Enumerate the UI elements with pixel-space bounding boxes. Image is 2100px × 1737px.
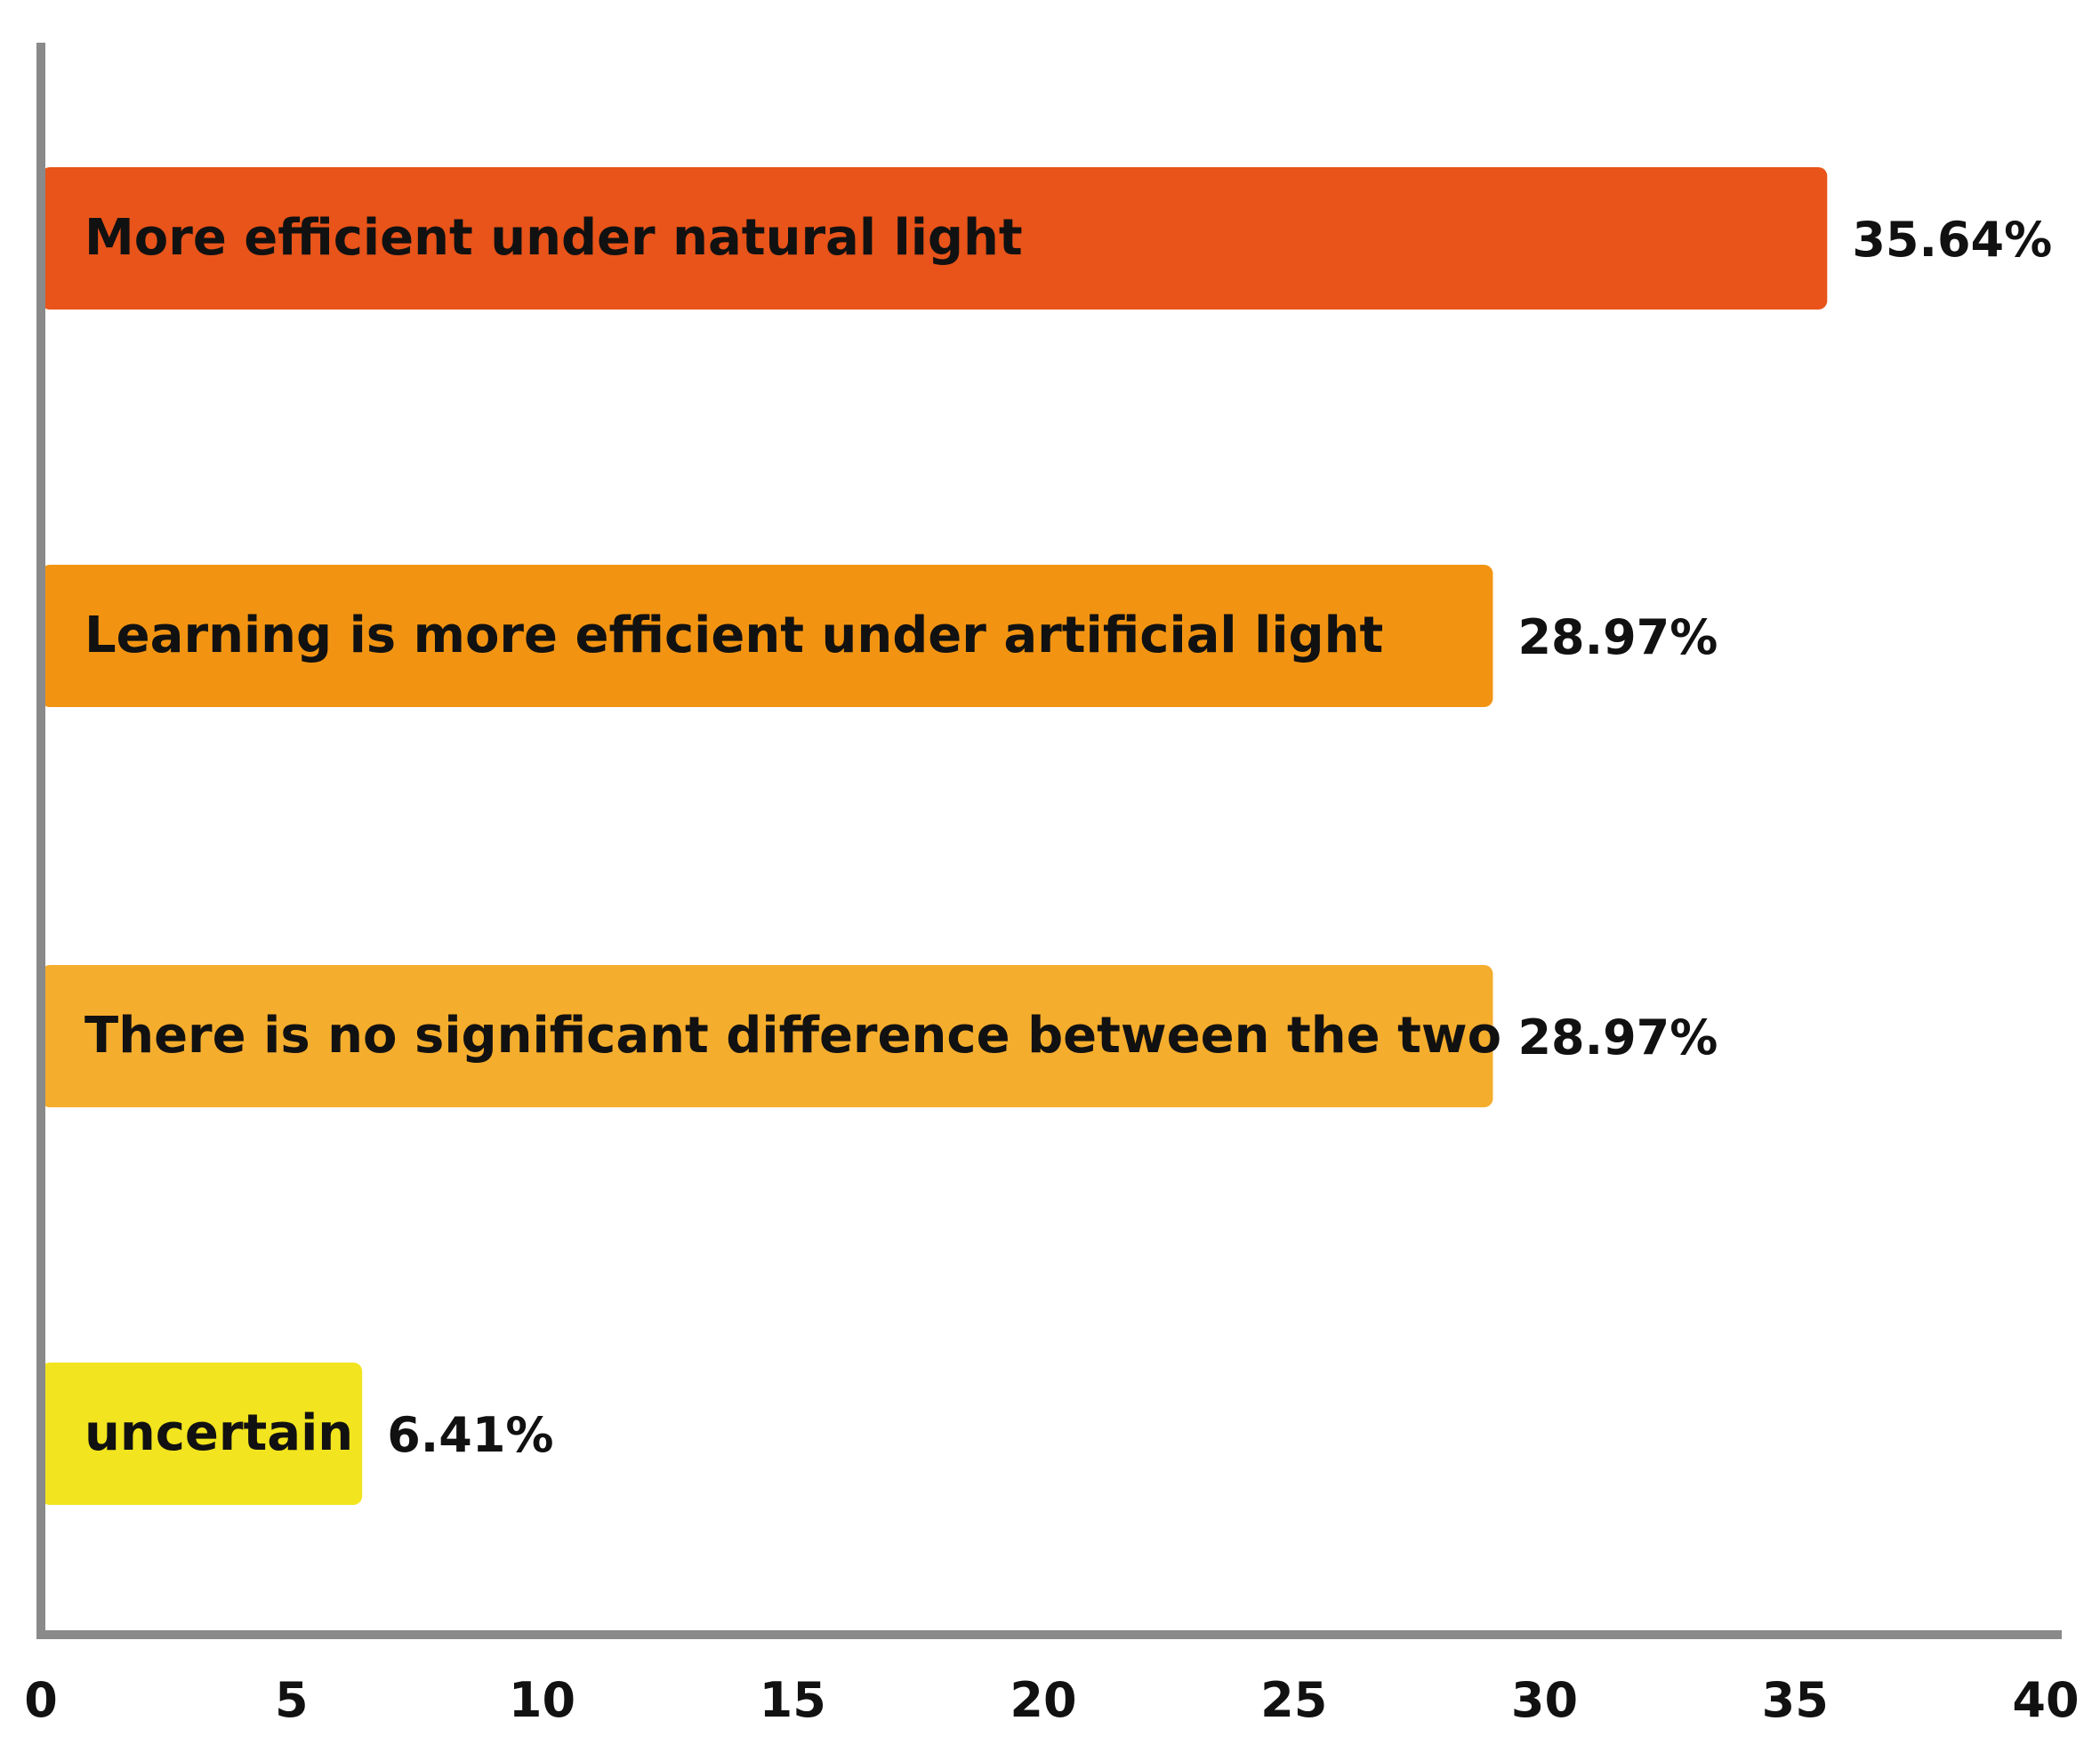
bar-3 xyxy=(41,965,1493,1107)
x-tick-label-0: 0 xyxy=(24,1672,58,1728)
x-tick-label-35: 35 xyxy=(1762,1672,1829,1728)
x-tick-label-10: 10 xyxy=(509,1672,575,1728)
axis-layer xyxy=(36,43,2062,1639)
category-label-4: uncertain xyxy=(84,1404,353,1462)
value-label-3: 28.97% xyxy=(1517,1009,1718,1066)
category-label-2: Learning is more efficient under artific… xyxy=(84,607,1383,664)
value-label-2: 28.97% xyxy=(1517,609,1718,665)
bar-2 xyxy=(41,565,1493,707)
x-tick-label-40: 40 xyxy=(2012,1672,2079,1728)
x-tick-label-25: 25 xyxy=(1260,1672,1327,1728)
category-label-1: More efficient under natural light xyxy=(84,209,1023,267)
labels-layer: More efficient under natural light 35.64%… xyxy=(84,209,2052,1463)
value-label-1: 35.64% xyxy=(1852,212,2052,268)
x-tick-label-5: 5 xyxy=(275,1672,309,1728)
x-tick-label-20: 20 xyxy=(1010,1672,1076,1728)
bars-layer xyxy=(41,167,1828,1505)
category-label-3: There is no significant difference betwe… xyxy=(84,1007,1501,1065)
x-tick-labels: 0 5 10 15 20 25 30 35 40 xyxy=(24,1672,2079,1728)
x-tick-label-30: 30 xyxy=(1511,1672,1578,1728)
bar-4 xyxy=(41,1363,363,1505)
value-label-4: 6.41% xyxy=(387,1407,553,1463)
x-tick-label-15: 15 xyxy=(760,1672,826,1728)
bar-1 xyxy=(41,167,1828,310)
